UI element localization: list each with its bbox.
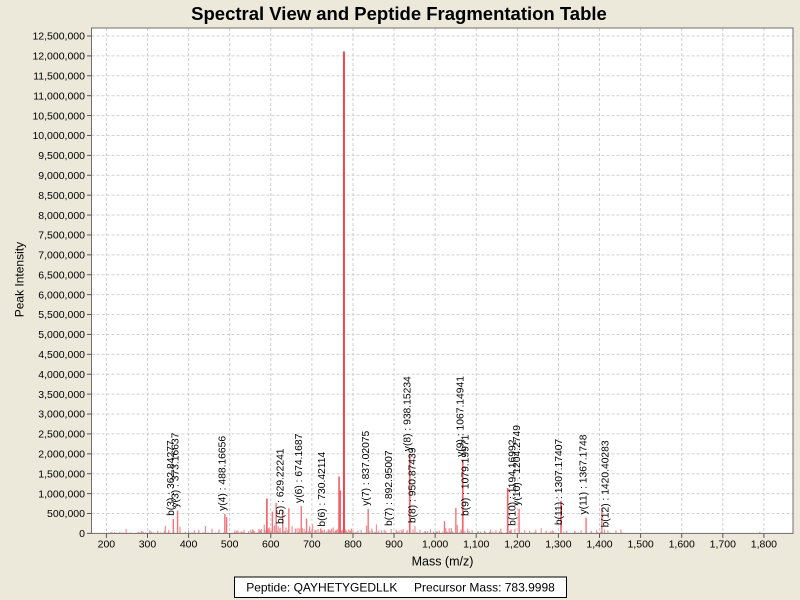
svg-text:Spectral View and Peptide Frag: Spectral View and Peptide Fragmentation … xyxy=(191,3,607,24)
svg-text:Mass (m/z): Mass (m/z) xyxy=(412,555,474,569)
svg-text:b(6) : 730.42114: b(6) : 730.42114 xyxy=(317,452,328,527)
svg-text:400: 400 xyxy=(180,538,198,550)
svg-text:8,000,000: 8,000,000 xyxy=(38,210,85,222)
svg-text:9,000,000: 9,000,000 xyxy=(38,170,85,182)
svg-text:b(10) : 1194.16992: b(10) : 1194.16992 xyxy=(508,439,519,526)
svg-text:7,000,000: 7,000,000 xyxy=(38,250,85,262)
svg-text:1,500,000: 1,500,000 xyxy=(38,468,85,480)
svg-text:3,500,000: 3,500,000 xyxy=(38,389,85,401)
svg-text:y(7) : 837.02075: y(7) : 837.02075 xyxy=(361,430,372,505)
svg-text:Peptide: QAYHETYGEDLLK Pre: Peptide: QAYHETYGEDLLK Precursor Mass: 7… xyxy=(246,581,555,595)
svg-text:7,500,000: 7,500,000 xyxy=(38,230,85,242)
svg-text:6,000,000: 6,000,000 xyxy=(38,289,85,301)
svg-text:9,500,000: 9,500,000 xyxy=(38,150,85,162)
svg-text:b(12) : 1420.40283: b(12) : 1420.40283 xyxy=(601,440,612,527)
svg-text:y(3) : 373.16637: y(3) : 373.16637 xyxy=(170,432,181,507)
svg-text:3,000,000: 3,000,000 xyxy=(38,409,85,421)
svg-text:5,500,000: 5,500,000 xyxy=(38,309,85,321)
svg-text:b(7) : 892.95007: b(7) : 892.95007 xyxy=(384,450,395,526)
svg-text:200: 200 xyxy=(98,538,116,550)
svg-text:1,500: 1,500 xyxy=(627,538,653,550)
svg-text:0: 0 xyxy=(79,528,85,540)
svg-text:1,300: 1,300 xyxy=(545,538,571,550)
svg-text:1,000: 1,000 xyxy=(422,538,448,550)
svg-text:2,500,000: 2,500,000 xyxy=(38,429,85,441)
svg-text:5,000,000: 5,000,000 xyxy=(38,329,85,341)
svg-text:10,500,000: 10,500,000 xyxy=(32,110,85,122)
svg-text:y(6) : 674.1687: y(6) : 674.1687 xyxy=(294,433,305,503)
svg-text:b(3) : 362.84277: b(3) : 362.84277 xyxy=(166,440,177,516)
svg-text:800: 800 xyxy=(344,538,362,550)
svg-text:1,400: 1,400 xyxy=(586,538,612,550)
svg-text:600: 600 xyxy=(262,538,280,550)
svg-text:1,800: 1,800 xyxy=(751,538,777,550)
svg-text:4,000,000: 4,000,000 xyxy=(38,369,85,381)
svg-text:11,500,000: 11,500,000 xyxy=(33,70,85,82)
svg-text:6,500,000: 6,500,000 xyxy=(38,269,85,281)
svg-text:b(5) : 629.22241: b(5) : 629.22241 xyxy=(276,448,287,524)
svg-text:y(8) : 938.15234: y(8) : 938.15234 xyxy=(402,376,413,451)
svg-text:500,000: 500,000 xyxy=(47,508,85,520)
svg-text:12,000,000: 12,000,000 xyxy=(32,51,85,63)
svg-text:y(4) : 488.16656: y(4) : 488.16656 xyxy=(218,436,229,511)
svg-text:900: 900 xyxy=(385,538,403,550)
svg-text:2,000,000: 2,000,000 xyxy=(38,449,85,461)
svg-text:y(11) : 1367.1748: y(11) : 1367.1748 xyxy=(579,434,590,514)
svg-text:700: 700 xyxy=(303,538,321,550)
svg-text:11,000,000: 11,000,000 xyxy=(33,90,85,102)
svg-text:8,500,000: 8,500,000 xyxy=(38,190,85,202)
svg-text:y(9) : 1067.14941: y(9) : 1067.14941 xyxy=(455,376,466,457)
svg-text:10,000,000: 10,000,000 xyxy=(32,130,85,142)
svg-text:b(11) : 1307.17407: b(11) : 1307.17407 xyxy=(554,439,565,526)
svg-text:1,600: 1,600 xyxy=(669,538,695,550)
svg-text:b(8) : 950.87439: b(8) : 950.87439 xyxy=(408,447,419,523)
svg-text:500: 500 xyxy=(221,538,239,550)
svg-text:1,700: 1,700 xyxy=(710,538,736,550)
svg-text:1,200: 1,200 xyxy=(504,538,530,550)
svg-text:300: 300 xyxy=(139,538,157,550)
svg-text:y(10) : 1204.2749: y(10) : 1204.2749 xyxy=(512,425,523,506)
svg-text:4,500,000: 4,500,000 xyxy=(38,349,85,361)
svg-text:1,100: 1,100 xyxy=(463,538,489,550)
svg-text:1,000,000: 1,000,000 xyxy=(38,488,85,500)
svg-text:12,500,000: 12,500,000 xyxy=(32,31,85,43)
svg-text:Peak Intensity: Peak Intensity xyxy=(12,242,26,317)
svg-text:b(9) : 1079.19971: b(9) : 1079.19971 xyxy=(460,434,471,516)
